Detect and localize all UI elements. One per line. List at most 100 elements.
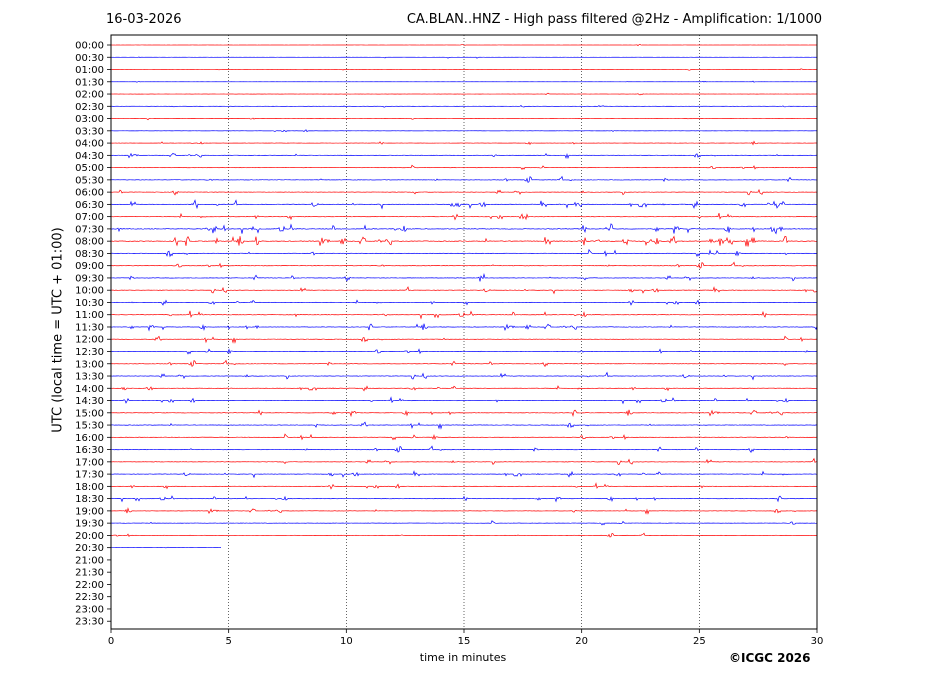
trace-line xyxy=(110,273,818,282)
trace-line xyxy=(110,68,818,71)
trace-line xyxy=(110,335,818,344)
trace-line xyxy=(110,482,818,490)
trace-line xyxy=(110,385,818,392)
y-tick-label: 16:30 xyxy=(75,445,104,456)
trace-line xyxy=(110,188,818,196)
x-tick-label: 30 xyxy=(811,636,824,647)
y-tick-label: 17:00 xyxy=(75,457,104,468)
trace-line xyxy=(110,359,818,368)
y-tick-label: 18:00 xyxy=(75,482,104,493)
y-tick-label: 08:00 xyxy=(75,237,104,248)
y-tick-label: 05:00 xyxy=(75,163,104,174)
y-tick-label: 13:30 xyxy=(75,372,104,383)
y-tick-label: 03:30 xyxy=(75,126,104,137)
y-tick-label: 21:30 xyxy=(75,568,104,579)
y-tick-label: 00:00 xyxy=(75,41,104,52)
y-tick-label: 15:00 xyxy=(75,408,104,419)
trace-line xyxy=(110,92,818,96)
y-tick-label: 06:00 xyxy=(75,188,104,199)
trace-line xyxy=(110,433,818,441)
trace-line xyxy=(110,44,818,47)
y-tick-label: 01:00 xyxy=(75,65,104,76)
trace-line xyxy=(110,286,818,295)
trace-line xyxy=(110,235,818,247)
trace-line xyxy=(110,212,818,221)
y-tick-label: 05:30 xyxy=(75,175,104,186)
trace-line xyxy=(110,152,818,160)
x-axis-label: time in minutes xyxy=(419,651,507,664)
trace-line xyxy=(110,80,817,83)
x-tick-label: 10 xyxy=(340,636,353,647)
trace-line xyxy=(110,348,818,355)
y-tick-label: 16:00 xyxy=(75,433,104,444)
x-tick-label: 20 xyxy=(575,636,588,647)
y-tick-label: 00:30 xyxy=(75,53,104,64)
trace-line xyxy=(110,396,818,405)
y-tick-label: 14:30 xyxy=(75,396,104,407)
y-tick-label: 12:00 xyxy=(75,335,104,346)
trace-line xyxy=(110,507,818,515)
trace-line xyxy=(110,261,818,269)
y-tick-label: 18:30 xyxy=(75,494,104,505)
y-tick-label: 19:00 xyxy=(75,506,104,517)
trace-line xyxy=(110,164,818,170)
y-tick-label: 13:00 xyxy=(75,359,104,370)
y-tick-label: 22:00 xyxy=(75,580,104,591)
x-tick-label: 15 xyxy=(458,636,471,647)
trace-line xyxy=(110,371,818,381)
y-tick-label: 07:30 xyxy=(75,224,104,235)
y-tick-label: 12:30 xyxy=(75,347,104,358)
y-tick-label: 23:30 xyxy=(75,617,104,628)
trace-line xyxy=(110,409,817,418)
y-tick-label: 22:30 xyxy=(75,592,104,603)
y-axis-label: UTC (local time = UTC + 01:00) xyxy=(50,227,66,433)
y-tick-label: 03:00 xyxy=(75,114,104,125)
trace-line xyxy=(110,223,818,235)
y-tick-label: 11:00 xyxy=(75,310,104,321)
y-tick-label: 09:00 xyxy=(75,261,104,272)
trace-line xyxy=(111,520,818,526)
y-tick-label: 10:00 xyxy=(75,286,104,297)
y-tick-label: 02:00 xyxy=(75,90,104,101)
y-tick-label: 09:30 xyxy=(75,273,104,284)
trace-line xyxy=(110,117,818,121)
x-axis-ticks: 0 5 10 15 20 25 30 xyxy=(108,629,824,647)
x-tick-label: 25 xyxy=(693,636,706,647)
trace-line xyxy=(110,175,818,183)
y-tick-label: 15:30 xyxy=(75,421,104,432)
y-tick-label: 23:00 xyxy=(75,604,104,615)
y-tick-label: 20:00 xyxy=(75,531,104,542)
trace-line xyxy=(110,457,818,466)
x-tick-label: 5 xyxy=(225,636,231,647)
x-tick-label: 0 xyxy=(108,636,114,647)
y-tick-label: 02:30 xyxy=(75,102,104,113)
y-tick-label: 07:00 xyxy=(75,212,104,223)
chart-title: CA.BLAN..HNZ - High pass filtered @2Hz -… xyxy=(406,12,822,27)
copyright-notice: ©ICGC 2026 xyxy=(729,651,811,665)
trace-line xyxy=(110,532,818,538)
minute-gridlines xyxy=(228,35,700,629)
trace-line xyxy=(110,129,818,133)
trace-line xyxy=(110,445,818,453)
trace-line xyxy=(110,421,818,430)
trace-line xyxy=(110,104,818,108)
y-tick-label: 19:30 xyxy=(75,519,104,530)
date-label: 16-03-2026 xyxy=(106,12,182,27)
y-tick-label: 11:30 xyxy=(75,322,104,333)
trace-line xyxy=(110,199,818,210)
seismic-traces xyxy=(110,44,818,549)
y-tick-label: 14:00 xyxy=(75,384,104,395)
trace-line xyxy=(110,495,818,503)
trace-line xyxy=(110,470,818,479)
y-tick-label: 04:00 xyxy=(75,139,104,150)
y-tick-label: 01:30 xyxy=(75,77,104,88)
y-tick-label: 10:30 xyxy=(75,298,104,309)
trace-line xyxy=(110,140,818,146)
trace-line xyxy=(110,323,818,332)
y-tick-label: 20:30 xyxy=(75,543,104,554)
trace-line xyxy=(111,299,818,306)
trace-line xyxy=(110,546,222,549)
trace-line xyxy=(110,248,818,258)
